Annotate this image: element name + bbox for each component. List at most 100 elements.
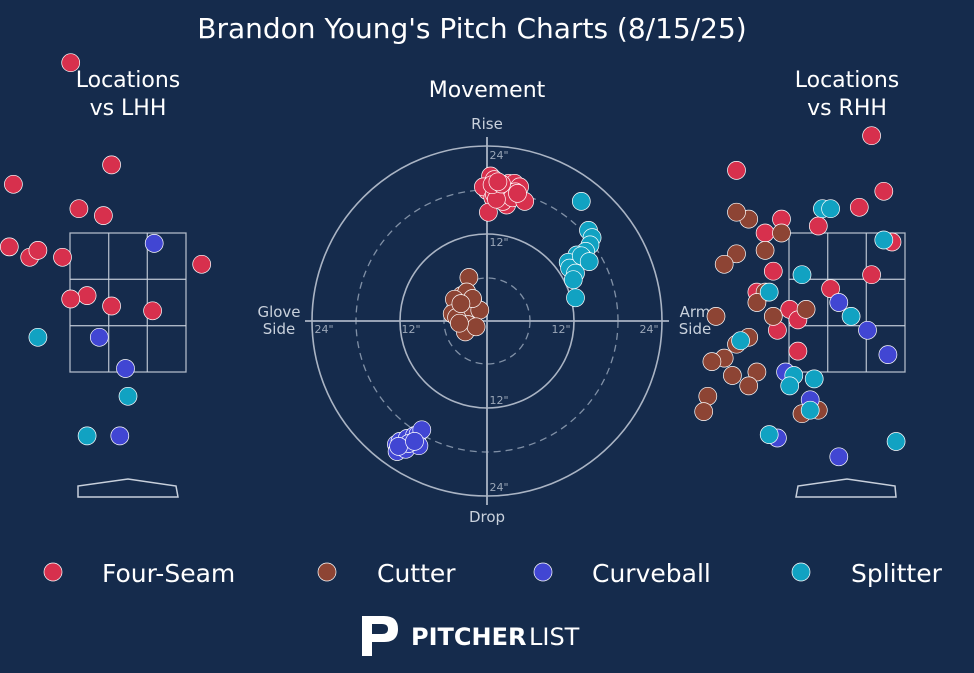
- rhh-title-line1: Locations: [795, 68, 900, 93]
- movement-point-splitter: [571, 192, 591, 211]
- lhh-point-four-seam: [192, 254, 212, 274]
- rhh-point-curveball: [829, 293, 849, 312]
- rhh-point-splitter: [792, 265, 812, 285]
- movement-point-four-seam: [488, 172, 508, 192]
- lhh-point-four-seam: [0, 237, 19, 257]
- rhh-point-cutter: [727, 244, 746, 264]
- ring-label-24-top: 24": [489, 149, 508, 162]
- lhh-point-four-seam: [28, 241, 48, 260]
- rhh-point-four-seam: [808, 216, 828, 236]
- rhh-point-splitter: [759, 282, 779, 302]
- ring-label-12-bottom: 12": [489, 394, 508, 407]
- lhh-point-four-seam: [94, 206, 113, 225]
- rhh-point-four-seam: [821, 279, 840, 298]
- lhh-point-four-seam: [77, 286, 97, 305]
- rhh-point-splitter: [780, 376, 800, 396]
- lhh-point-four-seam: [4, 174, 23, 194]
- axis-label-arm-line1: Arm: [680, 303, 711, 321]
- ring-label-12-top: 12": [489, 236, 508, 249]
- rhh-point-four-seam: [849, 197, 869, 217]
- rhh-point-cutter: [755, 241, 775, 260]
- rhh-home-plate: [795, 478, 897, 498]
- ring-label-24-right: 24": [639, 323, 658, 336]
- rhh-point-splitter: [800, 400, 820, 420]
- rhh-point-cutter: [694, 402, 714, 421]
- legend: Four-Seam Cutter Curveball Splitter: [43, 559, 943, 588]
- legend-label-splitter: Splitter: [851, 559, 943, 588]
- ring-label-24-bottom: 24": [489, 481, 508, 494]
- lhh-point-curveball: [89, 327, 109, 347]
- movement-point-cutter: [450, 313, 469, 333]
- movement-point-curveball: [405, 432, 424, 451]
- ring-label-24-left: 24": [314, 323, 333, 336]
- lhh-title-line2: vs LHH: [90, 96, 167, 121]
- movement-point-splitter: [579, 252, 599, 271]
- figure-title: Brandon Young's Pitch Charts (8/15/25): [197, 12, 746, 45]
- axis-label-glove-line1: Glove: [257, 303, 300, 321]
- rhh-point-four-seam: [862, 126, 881, 146]
- legend-label-curveball: Curveball: [592, 559, 711, 588]
- lhh-location-points: [0, 53, 212, 446]
- lhh-point-curveball: [116, 359, 135, 378]
- lhh-point-four-seam: [53, 247, 72, 267]
- lhh-point-splitter: [118, 386, 138, 406]
- legend-marker-cutter: [317, 562, 337, 582]
- brand-wordmark-bold: PITCHER: [411, 623, 526, 651]
- rhh-point-splitter: [731, 331, 750, 351]
- lhh-point-four-seam: [102, 296, 121, 316]
- rhh-point-cutter: [727, 202, 746, 222]
- legend-label-cutter: Cutter: [377, 559, 456, 588]
- pitcherlist-logo: PITCHER LIST: [362, 616, 580, 656]
- rhh-point-splitter: [804, 369, 824, 389]
- axis-label-rise: Rise: [471, 115, 503, 133]
- lhh-point-four-seam: [61, 289, 81, 309]
- rhh-point-curveball: [878, 345, 898, 364]
- axis-label-drop: Drop: [469, 508, 505, 526]
- lhh-point-four-seam: [102, 155, 121, 175]
- rhh-point-cutter: [723, 366, 742, 385]
- rhh-point-cutter: [706, 307, 726, 326]
- rhh-point-cutter: [702, 352, 722, 371]
- rhh-point-curveball: [829, 447, 849, 467]
- rhh-title-line2: vs RHH: [807, 96, 887, 121]
- lhh-point-four-seam: [143, 301, 162, 321]
- rhh-point-four-seam: [788, 341, 808, 361]
- movement-point-four-seam: [508, 184, 527, 203]
- rhh-point-four-seam: [755, 223, 775, 243]
- rhh-point-four-seam: [763, 261, 783, 281]
- pitcherlist-logo-icon: [362, 616, 398, 656]
- lhh-home-plate: [77, 478, 179, 498]
- axis-label-glove-line2: Side: [263, 320, 295, 338]
- axis-label-arm-line2: Side: [679, 320, 711, 338]
- ring-label-12-left: 12": [401, 323, 420, 336]
- rhh-point-four-seam: [727, 161, 746, 180]
- rhh-point-cutter: [714, 254, 734, 274]
- lhh-title-line1: Locations: [76, 68, 181, 93]
- brand-wordmark-light: LIST: [529, 623, 580, 651]
- rhh-point-cutter: [763, 307, 783, 326]
- lhh-point-four-seam: [61, 53, 81, 73]
- ring-label-12-right: 12": [551, 323, 570, 336]
- rhh-point-cutter: [747, 293, 767, 312]
- rhh-point-four-seam: [862, 265, 881, 285]
- rhh-location-points: [694, 126, 906, 467]
- legend-marker-curveball: [533, 562, 553, 582]
- lhh-point-curveball: [110, 426, 130, 446]
- rhh-point-cutter: [772, 223, 791, 243]
- legend-marker-splitter: [791, 562, 811, 582]
- movement-point-curveball: [389, 437, 408, 456]
- movement-point-splitter: [566, 288, 585, 308]
- movement-point-cutter: [451, 294, 471, 313]
- legend-label-four-seam: Four-Seam: [102, 559, 235, 588]
- rhh-point-four-seam: [874, 181, 894, 201]
- movement-title: Movement: [429, 78, 546, 103]
- movement-points: [387, 166, 602, 461]
- legend-marker-four-seam: [43, 562, 63, 582]
- rhh-point-curveball: [858, 320, 877, 340]
- lhh-point-curveball: [144, 234, 164, 253]
- lhh-point-splitter: [77, 426, 97, 446]
- rhh-point-cutter: [747, 362, 767, 382]
- rhh-point-splitter: [841, 307, 861, 326]
- movement-point-splitter: [563, 270, 583, 290]
